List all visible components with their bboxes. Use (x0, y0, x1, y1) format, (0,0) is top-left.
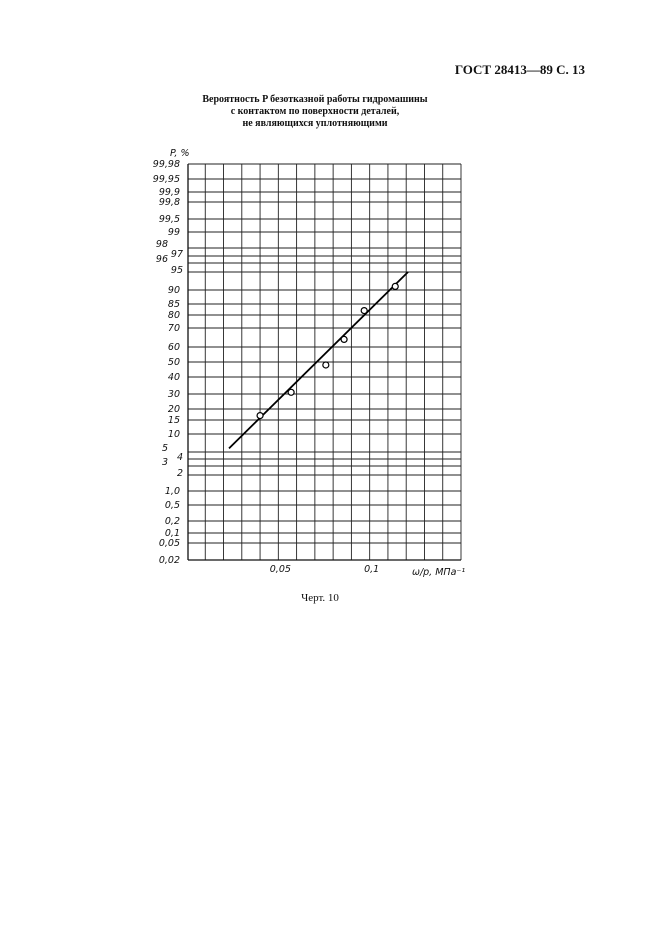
y-tick-label: 98 (156, 239, 168, 250)
data-point (287, 388, 295, 396)
y-tick-label: 2 (177, 468, 183, 479)
y-tick-label: 0,5 (165, 500, 180, 511)
y-tick-label: 0,05 (159, 538, 180, 549)
y-tick-label: 80 (168, 310, 180, 321)
y-tick-label: 0,02 (159, 555, 180, 566)
y-tick-label: 85 (168, 299, 180, 310)
data-point (340, 335, 348, 343)
x-axis-label: ω/p, МПа⁻¹ (412, 567, 465, 578)
x-tick-label: 0,1 (364, 564, 379, 575)
y-tick-label: 99,8 (159, 197, 180, 208)
y-tick-label: 3 (162, 457, 168, 468)
y-tick-label: 15 (168, 415, 180, 426)
y-tick-label: 99,9 (159, 187, 180, 198)
y-tick-label: 99,5 (159, 214, 180, 225)
y-tick-label: 95 (171, 265, 183, 276)
figure-caption: Черт. 10 (301, 592, 339, 604)
y-tick-label: 5 (162, 443, 168, 454)
y-tick-label: 97 (171, 249, 183, 260)
data-point (360, 307, 368, 315)
x-tick-label: 0,05 (270, 564, 291, 575)
y-tick-label: 99 (168, 227, 180, 238)
y-axis-label: P, % (170, 148, 190, 159)
data-point (391, 282, 399, 290)
y-tick-label: 4 (177, 452, 183, 463)
title-line: Вероятность P безотказной работы гидрома… (202, 94, 428, 105)
y-tick-label: 96 (156, 254, 168, 265)
data-point (322, 361, 330, 369)
y-tick-label: 50 (168, 357, 180, 368)
y-tick-label: 99,98 (153, 159, 180, 170)
y-tick-label: 60 (168, 342, 180, 353)
chart-title: Вероятность P безотказной работы гидрома… (160, 94, 470, 130)
fit-line (228, 271, 409, 450)
y-tick-label: 30 (168, 389, 180, 400)
y-tick-label: 90 (168, 285, 180, 296)
y-tick-label: 40 (168, 372, 180, 383)
y-tick-label: 20 (168, 404, 180, 415)
y-tick-label: 10 (168, 429, 180, 440)
y-tick-label: 0,2 (165, 516, 180, 527)
document-header: ГОСТ 28413—89 С. 13 (454, 62, 585, 77)
y-tick-label: 1,0 (165, 486, 180, 497)
y-tick-label: 70 (168, 323, 180, 334)
title-line: с контактом по поверхности деталей, (230, 106, 400, 117)
title-line: не являющихся уплотняющими (242, 118, 388, 129)
y-tick-label: 0,1 (165, 528, 180, 539)
y-tick-label: 99,95 (153, 174, 180, 185)
data-point (256, 412, 264, 420)
